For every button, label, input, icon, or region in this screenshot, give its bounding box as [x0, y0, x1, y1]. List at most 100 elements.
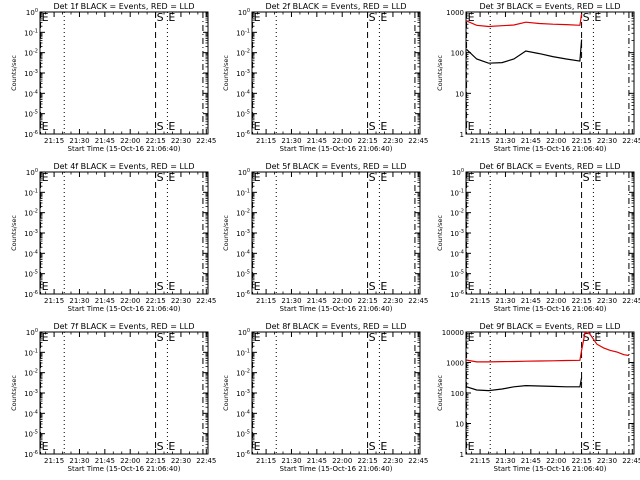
time-marker-label: E [42, 280, 49, 293]
x-tick-label: 21:45 [307, 457, 327, 465]
panel-9: Det 9f BLACK = Events, RED = LLD 1 10 100 10… [436, 322, 640, 473]
panel-8: Det 8f BLACK = Events, RED = LLD 100 10-1 1… [222, 322, 428, 473]
y-tick-label: 100 [238, 8, 250, 17]
series-line-2 [466, 39, 583, 64]
time-marker-label: E [168, 11, 175, 24]
x-tick-label: 22:15 [357, 137, 377, 145]
x-tick-label: 22:30 [171, 297, 191, 305]
x-tick-label: 22:45 [622, 457, 640, 465]
x-tick-label: 21:15 [44, 137, 64, 145]
x-tick-label: 21:45 [521, 137, 541, 145]
y-tick-label: 10-2 [236, 49, 250, 58]
x-tick-label: 22:45 [408, 137, 428, 145]
y-tick-label: 10-4 [24, 89, 38, 98]
y-tick-label: 10-5 [24, 110, 38, 119]
x-tick-label: 22:15 [145, 137, 165, 145]
x-tick-label: 22:00 [332, 137, 352, 145]
time-marker-label: E [380, 331, 387, 344]
time-marker-label: E [254, 171, 261, 184]
x-tick-label: 22:15 [357, 457, 377, 465]
panel-title: Det 8f BLACK = Events, RED = LLD [265, 322, 406, 331]
time-marker-label: E [594, 11, 601, 24]
x-tick-label: 21:15 [256, 297, 276, 305]
x-tick-label: 21:45 [521, 297, 541, 305]
x-tick-label: 21:30 [495, 297, 515, 305]
x-tick-label: 22:45 [408, 457, 428, 465]
time-marker-label: E [168, 331, 175, 344]
panel-title: Det 6f BLACK = Events, RED = LLD [479, 162, 620, 171]
x-tick-label: 22:00 [120, 297, 140, 305]
panel-title: Det 7f BLACK = Events, RED = LLD [53, 322, 194, 331]
x-axis-label: Start Time (15-Oct-16 21:06:40) [280, 145, 393, 153]
plot-frame [251, 331, 421, 455]
y-tick-label: 10-4 [24, 249, 38, 258]
time-marker-label: S [369, 120, 376, 133]
time-marker-label: S [583, 171, 590, 184]
time-marker-label: S [583, 331, 590, 344]
time-marker-label: E [468, 331, 475, 344]
y-tick-label: 10-2 [24, 369, 38, 378]
y-tick-label: 10000 [442, 329, 464, 337]
plot-frame [465, 171, 635, 295]
y-tick-label: 100 [452, 168, 464, 177]
y-tick-label: 10-4 [450, 249, 464, 258]
y-tick-label: 10-6 [450, 290, 464, 299]
x-tick-label: 22:15 [571, 457, 591, 465]
plot-frame [251, 171, 421, 295]
x-tick-label: 22:30 [383, 137, 403, 145]
series-line-1 [466, 13, 583, 28]
time-marker-label: E [380, 120, 387, 133]
y-axis-label: Counts/sec [10, 215, 18, 251]
x-tick-label: 22:30 [171, 137, 191, 145]
y-tick-label: 1 [460, 451, 464, 459]
x-tick-label: 21:30 [495, 137, 515, 145]
y-tick-label: 1000 [446, 360, 464, 368]
plot-frame [251, 11, 421, 135]
time-marker-label: E [168, 280, 175, 293]
x-tick-label: 21:45 [521, 457, 541, 465]
x-tick-label: 21:15 [470, 297, 490, 305]
y-tick-label: 10-3 [24, 69, 38, 78]
x-tick-label: 22:30 [597, 457, 617, 465]
time-marker-label: S [157, 120, 164, 133]
x-tick-label: 22:30 [597, 137, 617, 145]
y-tick-label: 10-6 [236, 450, 250, 459]
time-marker-label: S [369, 171, 376, 184]
time-marker-label: S [583, 11, 590, 24]
y-tick-label: 10-1 [24, 28, 38, 37]
x-tick-label: 21:45 [95, 137, 115, 145]
time-marker-label: E [254, 280, 261, 293]
time-marker-label: E [594, 440, 601, 453]
x-tick-label: 22:15 [145, 297, 165, 305]
y-axis-label: Counts/sec [222, 375, 230, 411]
x-tick-label: 22:45 [408, 297, 428, 305]
panel-title: Det 3f BLACK = Events, RED = LLD [479, 2, 620, 11]
y-tick-label: 10-5 [236, 110, 250, 119]
x-axis-label: Start Time (15-Oct-16 21:06:40) [494, 305, 607, 313]
y-tick-label: 1 [460, 131, 464, 139]
x-tick-label: 22:00 [546, 457, 566, 465]
x-tick-label: 21:30 [281, 137, 301, 145]
x-tick-label: 22:45 [196, 137, 216, 145]
x-axis-label: Start Time (15-Oct-16 21:06:40) [280, 305, 393, 313]
x-tick-label: 22:30 [171, 457, 191, 465]
y-tick-label: 100 [451, 50, 464, 58]
time-marker-label: E [42, 440, 49, 453]
y-tick-label: 10-4 [236, 89, 250, 98]
time-marker-label: E [254, 331, 261, 344]
y-tick-label: 10-2 [236, 209, 250, 218]
y-tick-label: 1000 [446, 9, 464, 17]
y-tick-label: 10-1 [450, 188, 464, 197]
time-marker-label: E [42, 171, 49, 184]
time-marker-label: S [369, 440, 376, 453]
y-tick-label: 10-3 [24, 389, 38, 398]
y-tick-label: 10-6 [24, 450, 38, 459]
y-tick-label: 10-3 [24, 229, 38, 238]
time-marker-label: E [468, 11, 475, 24]
y-tick-label: 100 [26, 168, 38, 177]
time-marker-label: E [380, 11, 387, 24]
time-marker-label: E [380, 280, 387, 293]
x-tick-label: 22:30 [597, 297, 617, 305]
y-tick-label: 10-4 [236, 409, 250, 418]
panel-1: Det 1f BLACK = Events, RED = LLD 100 10-1 1… [10, 2, 216, 153]
